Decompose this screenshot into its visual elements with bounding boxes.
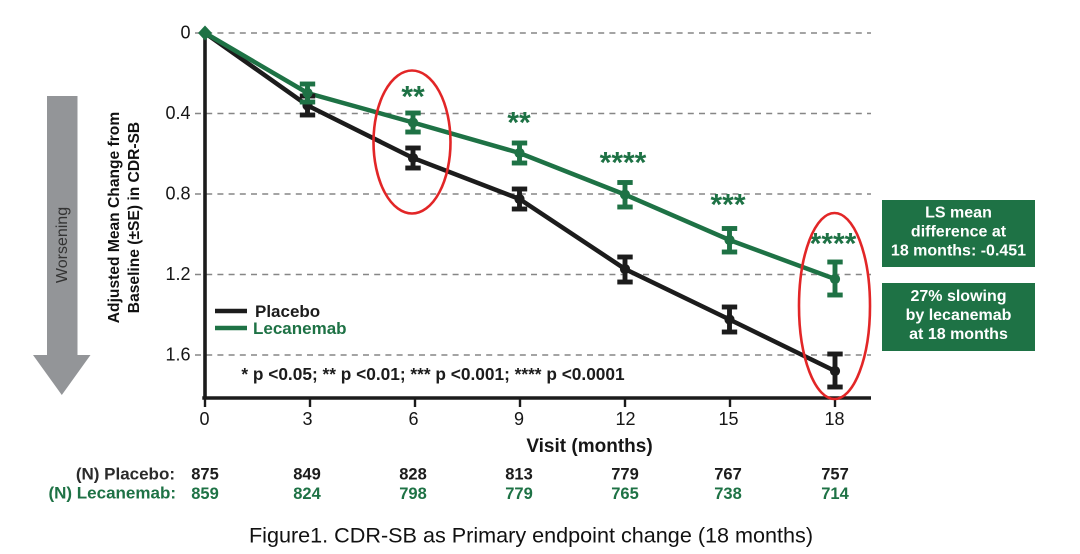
svg-text:Worsening: Worsening: [54, 207, 71, 283]
svg-text:****: ****: [810, 228, 857, 261]
svg-text:0.4: 0.4: [165, 103, 190, 123]
svg-text:0: 0: [180, 23, 190, 43]
svg-text:**: **: [401, 81, 425, 114]
svg-text:LS mean: LS mean: [925, 205, 992, 222]
svg-text:(N) Placebo:: (N) Placebo:: [76, 465, 175, 484]
svg-text:15: 15: [718, 409, 738, 429]
svg-text:765: 765: [611, 485, 639, 503]
svg-text:875: 875: [191, 466, 219, 484]
svg-text:813: 813: [505, 466, 533, 484]
svg-text:(N) Lecanemab:: (N) Lecanemab:: [48, 484, 176, 503]
svg-text:0.8: 0.8: [165, 184, 190, 204]
svg-text:0: 0: [199, 409, 209, 429]
svg-text:714: 714: [821, 485, 849, 503]
svg-text:824: 824: [293, 485, 321, 503]
svg-text:859: 859: [191, 485, 219, 503]
svg-text:***: ***: [710, 189, 745, 222]
svg-text:779: 779: [611, 466, 639, 484]
svg-text:Placebo: Placebo: [255, 302, 320, 321]
svg-text:by lecanemab: by lecanemab: [906, 307, 1012, 324]
svg-text:849: 849: [293, 466, 321, 484]
svg-text:Visit (months): Visit (months): [526, 436, 652, 457]
svg-text:18 months: -0.451: 18 months: -0.451: [891, 243, 1026, 260]
svg-text:3: 3: [302, 409, 312, 429]
svg-text:828: 828: [399, 466, 427, 484]
svg-text:9: 9: [514, 409, 524, 429]
svg-text:757: 757: [821, 466, 849, 484]
svg-text:6: 6: [408, 409, 418, 429]
svg-text:798: 798: [399, 485, 427, 503]
svg-text:767: 767: [714, 466, 742, 484]
svg-text:* p <0.05; ** p <0.01; *** p <: * p <0.05; ** p <0.01; *** p <0.001; ***…: [241, 364, 625, 384]
svg-text:27% slowing: 27% slowing: [910, 288, 1006, 305]
svg-text:1.2: 1.2: [165, 264, 190, 284]
svg-text:1.6: 1.6: [165, 345, 190, 365]
svg-text:738: 738: [714, 485, 742, 503]
svg-text:Lecanemab: Lecanemab: [253, 319, 347, 338]
svg-text:Figure1. CDR-SB as Primary end: Figure1. CDR-SB as Primary endpoint chan…: [249, 523, 813, 548]
svg-text:Baseline (±SE) in CDR-SB: Baseline (±SE) in CDR-SB: [126, 122, 143, 313]
svg-text:779: 779: [505, 485, 533, 503]
svg-text:****: ****: [600, 147, 647, 180]
svg-text:18: 18: [824, 409, 844, 429]
svg-text:12: 12: [615, 409, 635, 429]
svg-text:difference at: difference at: [911, 224, 1007, 241]
svg-text:at 18 months: at 18 months: [909, 326, 1008, 343]
svg-text:**: **: [507, 107, 531, 140]
svg-text:Adjusted Mean Change from: Adjusted Mean Change from: [106, 112, 123, 323]
